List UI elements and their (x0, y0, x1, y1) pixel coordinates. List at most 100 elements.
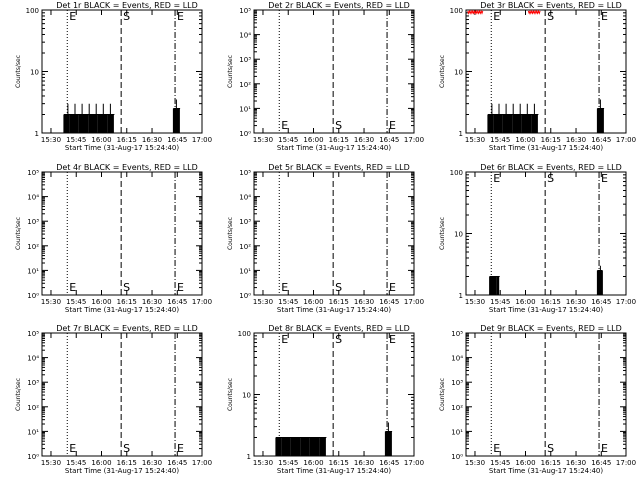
y-tick-label: 10² (27, 404, 39, 412)
x-tick-label: 15:45 (66, 298, 86, 306)
y-tick-label: 10⁴ (451, 355, 463, 363)
y-tick-label: 10⁵ (239, 7, 251, 15)
x-tick-label: 16:00 (515, 459, 535, 467)
y-tick-label: 10 (454, 69, 463, 77)
y-tick-label: 10⁰ (239, 130, 251, 138)
x-tick-label: 16:30 (566, 298, 586, 306)
events-series (487, 103, 539, 133)
x-tick-label: 16:30 (142, 136, 162, 144)
event-marker-label: E (493, 10, 500, 23)
x-tick-label: 15:30 (41, 298, 61, 306)
y-tick-label: 10⁴ (239, 32, 251, 40)
x-axis-label: Start Time (31-Aug-17 15:24:40) (65, 306, 179, 314)
y-tick-label: 10¹ (27, 428, 39, 436)
events-series (384, 422, 393, 456)
y-tick-label: 10⁴ (27, 355, 39, 363)
x-tick-label: 15:45 (66, 136, 86, 144)
x-tick-label: 15:30 (41, 136, 61, 144)
panel-6: Det 6r BLACK = Events, RED = LLD Counts/s… (439, 163, 636, 314)
x-tick-label: 16:30 (566, 459, 586, 467)
event-marker-label: E (281, 281, 288, 294)
event-marker-label: S (335, 333, 342, 346)
y-axis-label: Counts/sec (15, 217, 22, 250)
plot-frame (41, 171, 203, 296)
x-tick-label: 16:30 (142, 459, 162, 467)
x-tick-label: 15:30 (253, 136, 273, 144)
y-tick-label: 10⁰ (27, 453, 39, 461)
y-tick-label: 10⁵ (27, 169, 39, 177)
x-tick-label: 16:45 (379, 298, 399, 306)
x-tick-label: 17:00 (404, 298, 424, 306)
x-tick-label: 17:00 (616, 298, 636, 306)
x-tick-label: 17:00 (192, 459, 212, 467)
event-marker-label: E (601, 10, 608, 23)
events-series (596, 265, 603, 295)
x-axis-label: Start Time (31-Aug-17 15:24:40) (277, 306, 391, 314)
x-tick-label: 16:15 (541, 459, 561, 467)
panel-title: Det 2r BLACK = Events, RED = LLD (268, 1, 410, 10)
x-tick-label: 16:00 (515, 136, 535, 144)
event-marker-label: S (123, 281, 130, 294)
x-tick-label: 16:00 (515, 298, 535, 306)
y-tick-label: 10³ (451, 379, 463, 387)
y-tick-label: 10 (242, 392, 251, 400)
x-axis-label: Start Time (31-Aug-17 15:24:40) (489, 306, 603, 314)
x-tick-label: 16:45 (591, 136, 611, 144)
y-tick-label: 10³ (239, 218, 251, 226)
x-tick-label: 16:00 (303, 298, 323, 306)
x-tick-label: 16:15 (329, 136, 349, 144)
y-axis-label: Counts/sec (227, 378, 234, 411)
x-tick-label: 17:00 (616, 459, 636, 467)
panel-1: Det 1r BLACK = Events, RED = LLD Counts/s… (15, 1, 212, 152)
y-tick-label: 10¹ (239, 105, 251, 113)
event-marker-label: S (123, 10, 130, 23)
panel-7: Det 7r BLACK = Events, RED = LLD Counts/s… (15, 324, 212, 475)
panel-8: Det 8r BLACK = Events, RED = LLD Counts/s… (227, 324, 424, 475)
event-marker-label: S (335, 281, 342, 294)
y-tick-label: 10² (27, 243, 39, 251)
y-tick-label: 10⁰ (239, 292, 251, 300)
x-tick-label: 16:30 (142, 298, 162, 306)
x-axis-label: Start Time (31-Aug-17 15:24:40) (65, 467, 179, 475)
x-tick-label: 16:45 (167, 459, 187, 467)
x-tick-label: 16:15 (329, 459, 349, 467)
x-tick-label: 16:00 (91, 298, 111, 306)
x-tick-label: 15:30 (41, 459, 61, 467)
panel-title: Det 1r BLACK = Events, RED = LLD (56, 1, 198, 10)
events-series (172, 99, 181, 133)
y-tick-label: 10¹ (27, 267, 39, 275)
y-tick-label: 10⁵ (239, 169, 251, 177)
y-tick-label: 10⁴ (239, 194, 251, 202)
x-tick-label: 16:45 (379, 136, 399, 144)
y-tick-label: 10³ (27, 218, 39, 226)
x-tick-label: 16:45 (379, 459, 399, 467)
x-tick-label: 16:15 (541, 136, 561, 144)
x-tick-label: 15:30 (465, 136, 485, 144)
event-marker-label: E (69, 442, 76, 455)
y-tick-label: 10¹ (451, 428, 463, 436)
events-series (275, 437, 327, 456)
panel-9: Det 9r BLACK = Events, RED = LLD Counts/s… (439, 324, 636, 475)
event-marker-label: E (177, 442, 184, 455)
x-tick-label: 16:45 (591, 298, 611, 306)
x-tick-label: 17:00 (404, 459, 424, 467)
x-tick-label: 15:45 (66, 459, 86, 467)
y-axis-label: Counts/sec (439, 55, 446, 88)
y-tick-label: 100 (450, 169, 463, 177)
lld-series (467, 9, 484, 15)
event-marker-label: S (547, 10, 554, 23)
x-tick-label: 15:45 (278, 459, 298, 467)
panel-4: Det 4r BLACK = Events, RED = LLD Counts/s… (15, 163, 212, 314)
x-tick-label: 16:00 (303, 459, 323, 467)
y-axis-label: Counts/sec (439, 378, 446, 411)
event-marker-label: E (177, 281, 184, 294)
x-tick-label: 16:00 (91, 136, 111, 144)
x-tick-label: 16:00 (303, 136, 323, 144)
x-tick-label: 15:45 (490, 136, 510, 144)
x-tick-label: 16:30 (566, 136, 586, 144)
lld-series (527, 9, 541, 15)
y-tick-label: 10⁵ (27, 330, 39, 338)
x-tick-label: 15:45 (278, 298, 298, 306)
y-tick-label: 10³ (239, 56, 251, 64)
x-tick-label: 16:15 (541, 298, 561, 306)
